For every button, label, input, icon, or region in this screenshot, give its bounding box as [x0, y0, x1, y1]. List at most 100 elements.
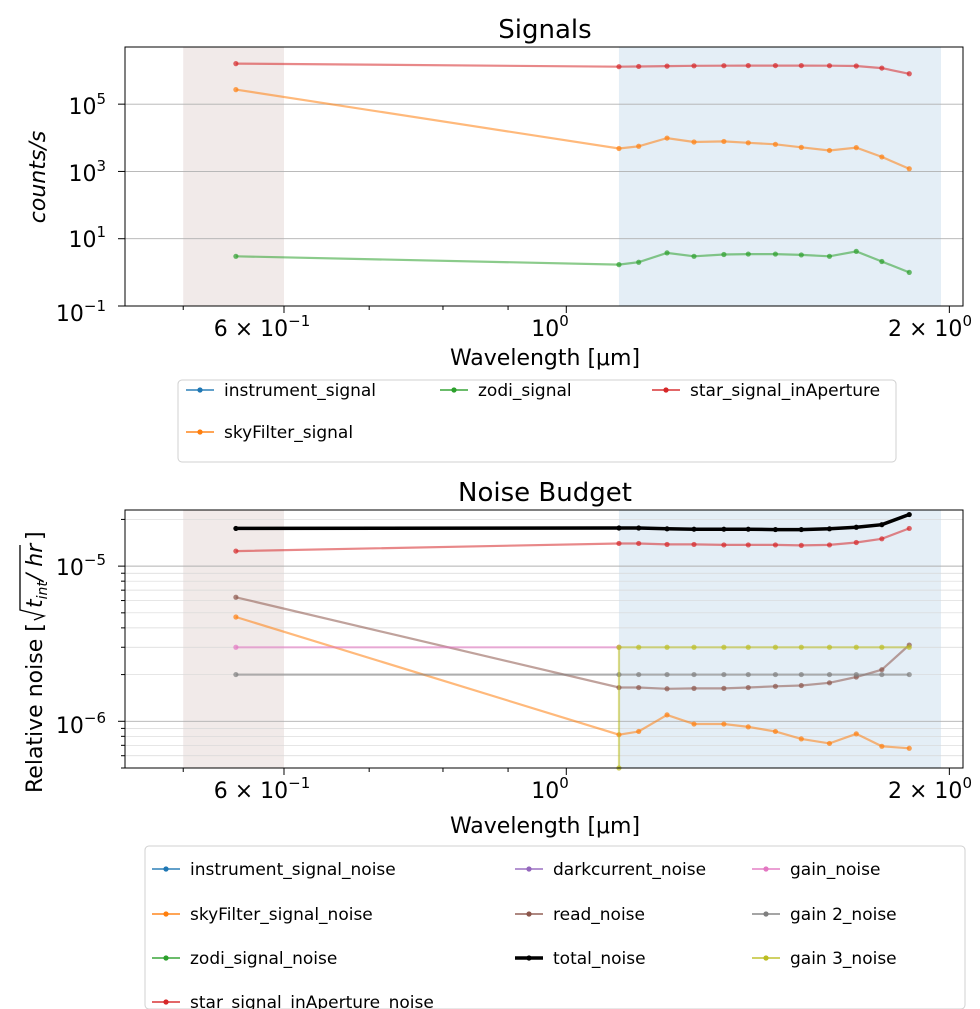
data-point-skyFilter_signal_noise	[879, 743, 885, 749]
shaded-band	[183, 47, 284, 306]
data-point-skyFilter_signal_noise	[636, 728, 642, 735]
data-point-skyFilter_signal_noise	[233, 614, 239, 620]
data-point-gain-2_noise	[233, 671, 239, 678]
legend-item: read_noise	[515, 905, 645, 925]
x-axis-label: Wavelength [μm]	[450, 346, 640, 371]
legend-swatch-marker	[197, 387, 203, 393]
shaded-band	[618, 510, 942, 768]
data-point-gain-2_noise	[664, 671, 670, 678]
data-point-star_signal_inAperture	[664, 63, 670, 69]
legend-swatch-marker	[163, 955, 169, 961]
y-axis-label: Relative noise [ tint/ hr ]	[19, 531, 51, 793]
y-tick-label: 10−6	[56, 709, 106, 739]
data-point-gain-3_noise	[691, 644, 697, 650]
data-point-gain-3_noise	[853, 644, 859, 650]
data-point-star_signal_inAperture_noise	[826, 542, 833, 548]
data-point-gain_noise	[233, 644, 239, 650]
data-point-star_signal_inAperture_noise	[906, 525, 912, 532]
legend-label: star_signal_inAperture	[690, 381, 880, 401]
legend-label: gain_noise	[790, 860, 880, 880]
x-axis-label: Wavelength [μm]	[450, 814, 640, 839]
legend-label: zodi_signal	[478, 381, 572, 401]
legend-swatch-marker	[763, 955, 769, 961]
data-point-zodi_signal	[691, 253, 697, 259]
data-point-skyFilter_signal	[879, 154, 885, 160]
data-point-gain-2_noise	[906, 671, 912, 678]
data-point-read_noise	[826, 680, 833, 686]
data-point-total_noise	[691, 526, 697, 532]
data-point-star_signal_inAperture_noise	[798, 542, 804, 549]
data-point-total_noise	[853, 524, 859, 530]
data-point-zodi_signal	[616, 262, 622, 268]
legend-item: star_signal_inAperture_noise	[152, 993, 434, 1009]
y-axis-label: counts/s	[26, 131, 51, 223]
data-point-total_noise	[798, 526, 804, 533]
data-point-skyFilter_signal	[798, 144, 804, 150]
data-point-total_noise	[772, 526, 779, 533]
data-point-read_noise	[772, 683, 779, 689]
data-point-zodi_signal	[721, 251, 727, 258]
x-tick-label: 100	[531, 312, 569, 342]
data-point-gain-3_noise	[636, 644, 642, 650]
legend-swatch-marker	[526, 911, 532, 917]
data-point-total_noise	[906, 511, 912, 518]
y-tick-label: 103	[68, 157, 106, 187]
data-point-zodi_signal	[906, 269, 912, 275]
svg-text:Relative noise [: Relative noise [	[23, 623, 48, 793]
legend-item: total_noise	[515, 949, 646, 969]
legend-item: zodi_signal_noise	[152, 949, 337, 969]
data-point-skyFilter_signal_noise	[691, 721, 697, 727]
data-point-skyFilter_signal	[772, 141, 779, 147]
data-point-gain-2_noise	[826, 671, 833, 678]
legend-label: read_noise	[553, 905, 645, 925]
y-tick-label: 10−1	[56, 297, 106, 327]
legend-swatch-marker	[526, 866, 532, 872]
data-point-zodi_signal	[664, 250, 670, 256]
data-point-skyFilter_signal	[664, 135, 670, 141]
data-point-gain-2_noise	[879, 671, 885, 678]
data-point-star_signal_inAperture_noise	[879, 536, 885, 542]
data-point-star_signal_inAperture	[616, 64, 622, 70]
data-point-skyFilter_signal_noise	[853, 731, 859, 737]
svg-text:tint/ hr: tint/ hr	[23, 542, 51, 608]
data-point-zodi_signal	[798, 252, 804, 258]
sqrt-symbol	[19, 545, 47, 621]
y-label-suffix: ]	[23, 531, 48, 540]
legend-item: gain_noise	[752, 860, 880, 880]
legend-box	[144, 845, 966, 1009]
legend-label: darkcurrent_noise	[553, 860, 706, 880]
data-point-read_noise	[879, 667, 885, 673]
data-point-skyFilter_signal	[691, 139, 697, 145]
data-point-gain-2_noise	[798, 671, 804, 678]
legend-swatch-marker	[451, 387, 457, 393]
legend-label: total_noise	[553, 949, 646, 969]
legend-swatch-marker	[663, 387, 669, 393]
data-point-gain-2_noise	[691, 671, 697, 678]
data-point-gain-2_noise	[636, 671, 642, 678]
legend-label: instrument_signal	[224, 381, 376, 401]
data-point-gain-2_noise	[721, 671, 727, 678]
data-point-skyFilter_signal_noise	[906, 745, 912, 751]
x-tick-label: 6 × 10−1	[214, 774, 311, 804]
x-tick-label: 100	[531, 774, 569, 804]
noise-budget-chart: Noise Budget 10−6 10−5 6 × 10−1 100 2 × …	[19, 478, 972, 1009]
shaded-band	[183, 510, 284, 768]
y-label-int: int	[35, 581, 51, 600]
data-point-total_noise	[826, 526, 833, 532]
data-point-zodi_signal	[745, 251, 751, 257]
legend-label: gain 3_noise	[790, 949, 897, 969]
data-point-star_signal_inAperture	[826, 63, 833, 69]
data-point-star_signal_inAperture_noise	[853, 539, 859, 546]
legend-item: star_signal_inAperture	[652, 381, 880, 401]
data-point-zodi_signal	[879, 258, 885, 265]
data-point-skyFilter_signal	[826, 147, 833, 154]
data-point-zodi_signal	[853, 248, 859, 254]
legend-label: instrument_signal_noise	[190, 860, 396, 880]
data-point-star_signal_inAperture	[721, 63, 727, 69]
data-point-total_noise	[616, 525, 622, 531]
data-point-star_signal_inAperture_noise	[664, 541, 670, 548]
data-point-total_noise	[721, 526, 727, 532]
data-point-star_signal_inAperture_noise	[636, 540, 642, 547]
legend-label: zodi_signal_noise	[190, 949, 337, 969]
